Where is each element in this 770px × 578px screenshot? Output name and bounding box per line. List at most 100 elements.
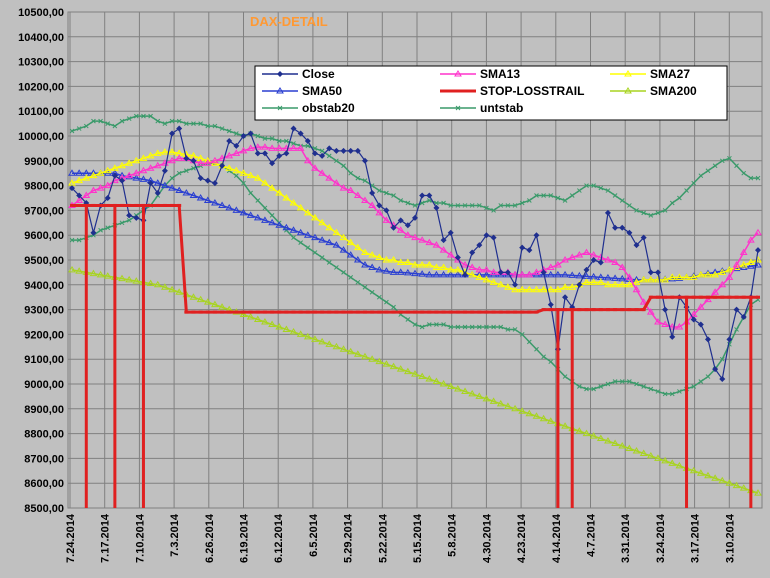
legend-label: SMA27 <box>650 67 690 81</box>
series-point-untstab <box>677 389 682 394</box>
series-point-obstab20 <box>476 203 482 208</box>
series-point-sma27 <box>353 243 362 251</box>
series-point-obstab20 <box>455 203 461 208</box>
series-point-sma50 <box>346 251 355 258</box>
series-point-sma13 <box>225 151 234 159</box>
series-point-untstab <box>505 327 511 332</box>
y-tick-label: 8600,00 <box>24 478 64 490</box>
series-point-obstab20 <box>162 121 168 126</box>
series-point-close <box>433 204 440 211</box>
series-point-stop-losstrail <box>320 310 325 314</box>
series-point-close <box>640 234 647 241</box>
series-point-sma200 <box>453 384 462 392</box>
series-point-sma50 <box>611 274 619 281</box>
series-point-obstab20 <box>133 113 139 119</box>
series-point-close <box>147 180 154 187</box>
series-point-sma50 <box>446 270 455 278</box>
series-point-sma27 <box>139 154 148 161</box>
series-point-sma27 <box>361 248 369 256</box>
series-point-stop-losstrail <box>498 310 503 314</box>
series-point-sma200 <box>396 365 405 372</box>
series-point-stop-losstrail <box>148 203 153 207</box>
series-point-obstab20 <box>519 200 525 206</box>
series-point-sma13 <box>89 186 98 194</box>
series-point-sma13 <box>332 179 341 186</box>
series-point-sma200 <box>675 461 684 469</box>
series-point-close <box>483 232 490 239</box>
series-point-close <box>126 212 133 219</box>
series-point-sma27 <box>253 174 262 181</box>
series-point-close <box>311 150 318 157</box>
legend-marker <box>624 70 632 77</box>
series-point-stop-losstrail <box>127 203 132 207</box>
y-tick-label: 9700,00 <box>24 205 64 217</box>
series-point-sma50 <box>232 206 241 213</box>
series-point-sma13 <box>325 174 334 181</box>
series-point-obstab20 <box>376 188 382 193</box>
series-point-close <box>740 314 747 321</box>
series-point-sma200 <box>382 360 391 367</box>
series-point-close <box>626 229 633 236</box>
series-point-sma13 <box>754 228 762 236</box>
series-point-sma13 <box>425 238 434 246</box>
series-point-close <box>497 269 504 276</box>
series-point-obstab20 <box>612 193 618 198</box>
series-point-untstab <box>262 205 268 211</box>
series-point-obstab20 <box>362 178 368 183</box>
series-point-sma13 <box>253 143 262 150</box>
series-point-sma200 <box>203 298 212 305</box>
series-point-untstab <box>598 384 604 389</box>
series-point-sma27 <box>89 171 98 179</box>
stop-loss-drops <box>84 205 753 508</box>
series-point-sma13 <box>196 159 205 166</box>
series-point-close <box>161 167 168 174</box>
series-point-sma13 <box>303 156 312 164</box>
y-tick-label: 9500,00 <box>24 255 64 267</box>
series-point-sma200 <box>403 367 412 375</box>
series-point-sma50 <box>203 196 212 203</box>
series-point-close <box>169 130 176 137</box>
series-point-obstab20 <box>155 118 161 124</box>
series-point-stop-losstrail <box>391 310 396 314</box>
series-point-sma50 <box>75 169 84 176</box>
series-point-sma200 <box>125 275 134 283</box>
series-point-sma200 <box>153 280 162 288</box>
series-point-sma27 <box>411 260 419 268</box>
series-point-sma13 <box>546 263 555 270</box>
series-point-sma50 <box>546 270 555 278</box>
series-point-untstab <box>584 386 589 392</box>
series-point-sma200 <box>189 293 198 300</box>
series-point-obstab20 <box>498 203 504 208</box>
series-point-stop-losstrail <box>270 310 275 314</box>
series-point-stop-losstrail <box>505 310 510 314</box>
series-point-obstab20 <box>384 190 389 196</box>
series-point-untstab <box>434 322 439 327</box>
series-point-sma50 <box>168 184 176 191</box>
y-tick-label: 8700,00 <box>24 453 64 465</box>
series-point-obstab20 <box>677 195 682 201</box>
series-point-sma50 <box>182 189 191 196</box>
y-tick-label: 9100,00 <box>24 354 64 366</box>
series-point-sma200 <box>289 327 298 335</box>
series-point-sma50 <box>268 218 276 226</box>
series-point-untstab <box>248 190 253 196</box>
series-point-close <box>512 281 519 288</box>
series-point-close <box>269 160 276 167</box>
series-point-stop-losstrail <box>377 310 382 314</box>
series-point-sma200 <box>496 399 505 407</box>
series-point-obstab20 <box>534 193 539 198</box>
series-point-sma13 <box>625 273 634 280</box>
series-point-sma13 <box>211 156 219 164</box>
series-point-untstab <box>698 379 704 384</box>
series-point-obstab20 <box>269 136 275 141</box>
series-point-untstab <box>484 324 489 330</box>
series-point-sma200 <box>546 417 555 424</box>
series-point-obstab20 <box>312 146 318 151</box>
x-tick-label: 5.29.2014 <box>343 513 355 563</box>
series-point-sma13 <box>482 265 491 273</box>
series-point-untstab <box>612 379 618 384</box>
series-point-close <box>133 214 140 221</box>
legend-item-untstab: untstab <box>440 101 523 115</box>
series-point-stop-losstrail <box>441 310 446 314</box>
series-point-untstab <box>369 289 375 295</box>
